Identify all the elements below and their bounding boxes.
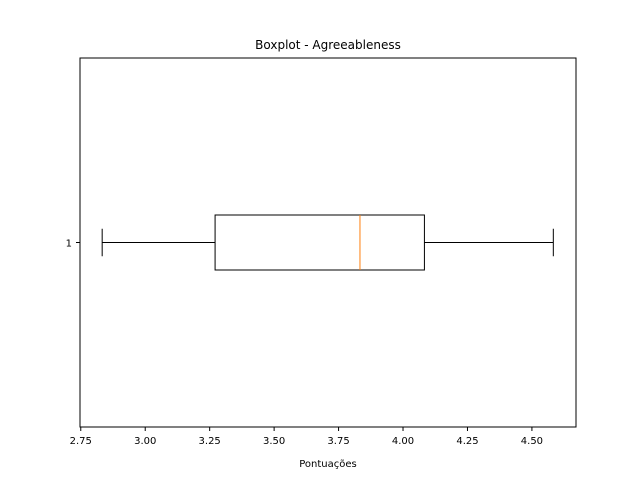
x-tick-label: 3.25 [199, 436, 221, 447]
x-axis-ticks: 2.75 3.00 3.25 3.50 3.75 4.00 4.25 4.50 [70, 427, 543, 447]
plot-area [101, 214, 554, 271]
y-tick-label: 1 [66, 239, 72, 250]
x-tick-label: 3.75 [327, 436, 349, 447]
chart-title: Boxplot - Agreeableness [255, 38, 401, 52]
x-tick-label: 2.75 [70, 436, 92, 447]
x-axis-label: Pontuações [299, 459, 357, 470]
x-tick-label: 4.00 [392, 436, 414, 447]
x-tick-label: 3.50 [263, 436, 285, 447]
y-axis-ticks: 1 [66, 239, 80, 250]
box-iqr [214, 214, 425, 271]
x-tick-label: 4.25 [456, 436, 478, 447]
x-tick-label: 3.00 [134, 436, 156, 447]
x-tick-label: 4.50 [521, 436, 543, 447]
